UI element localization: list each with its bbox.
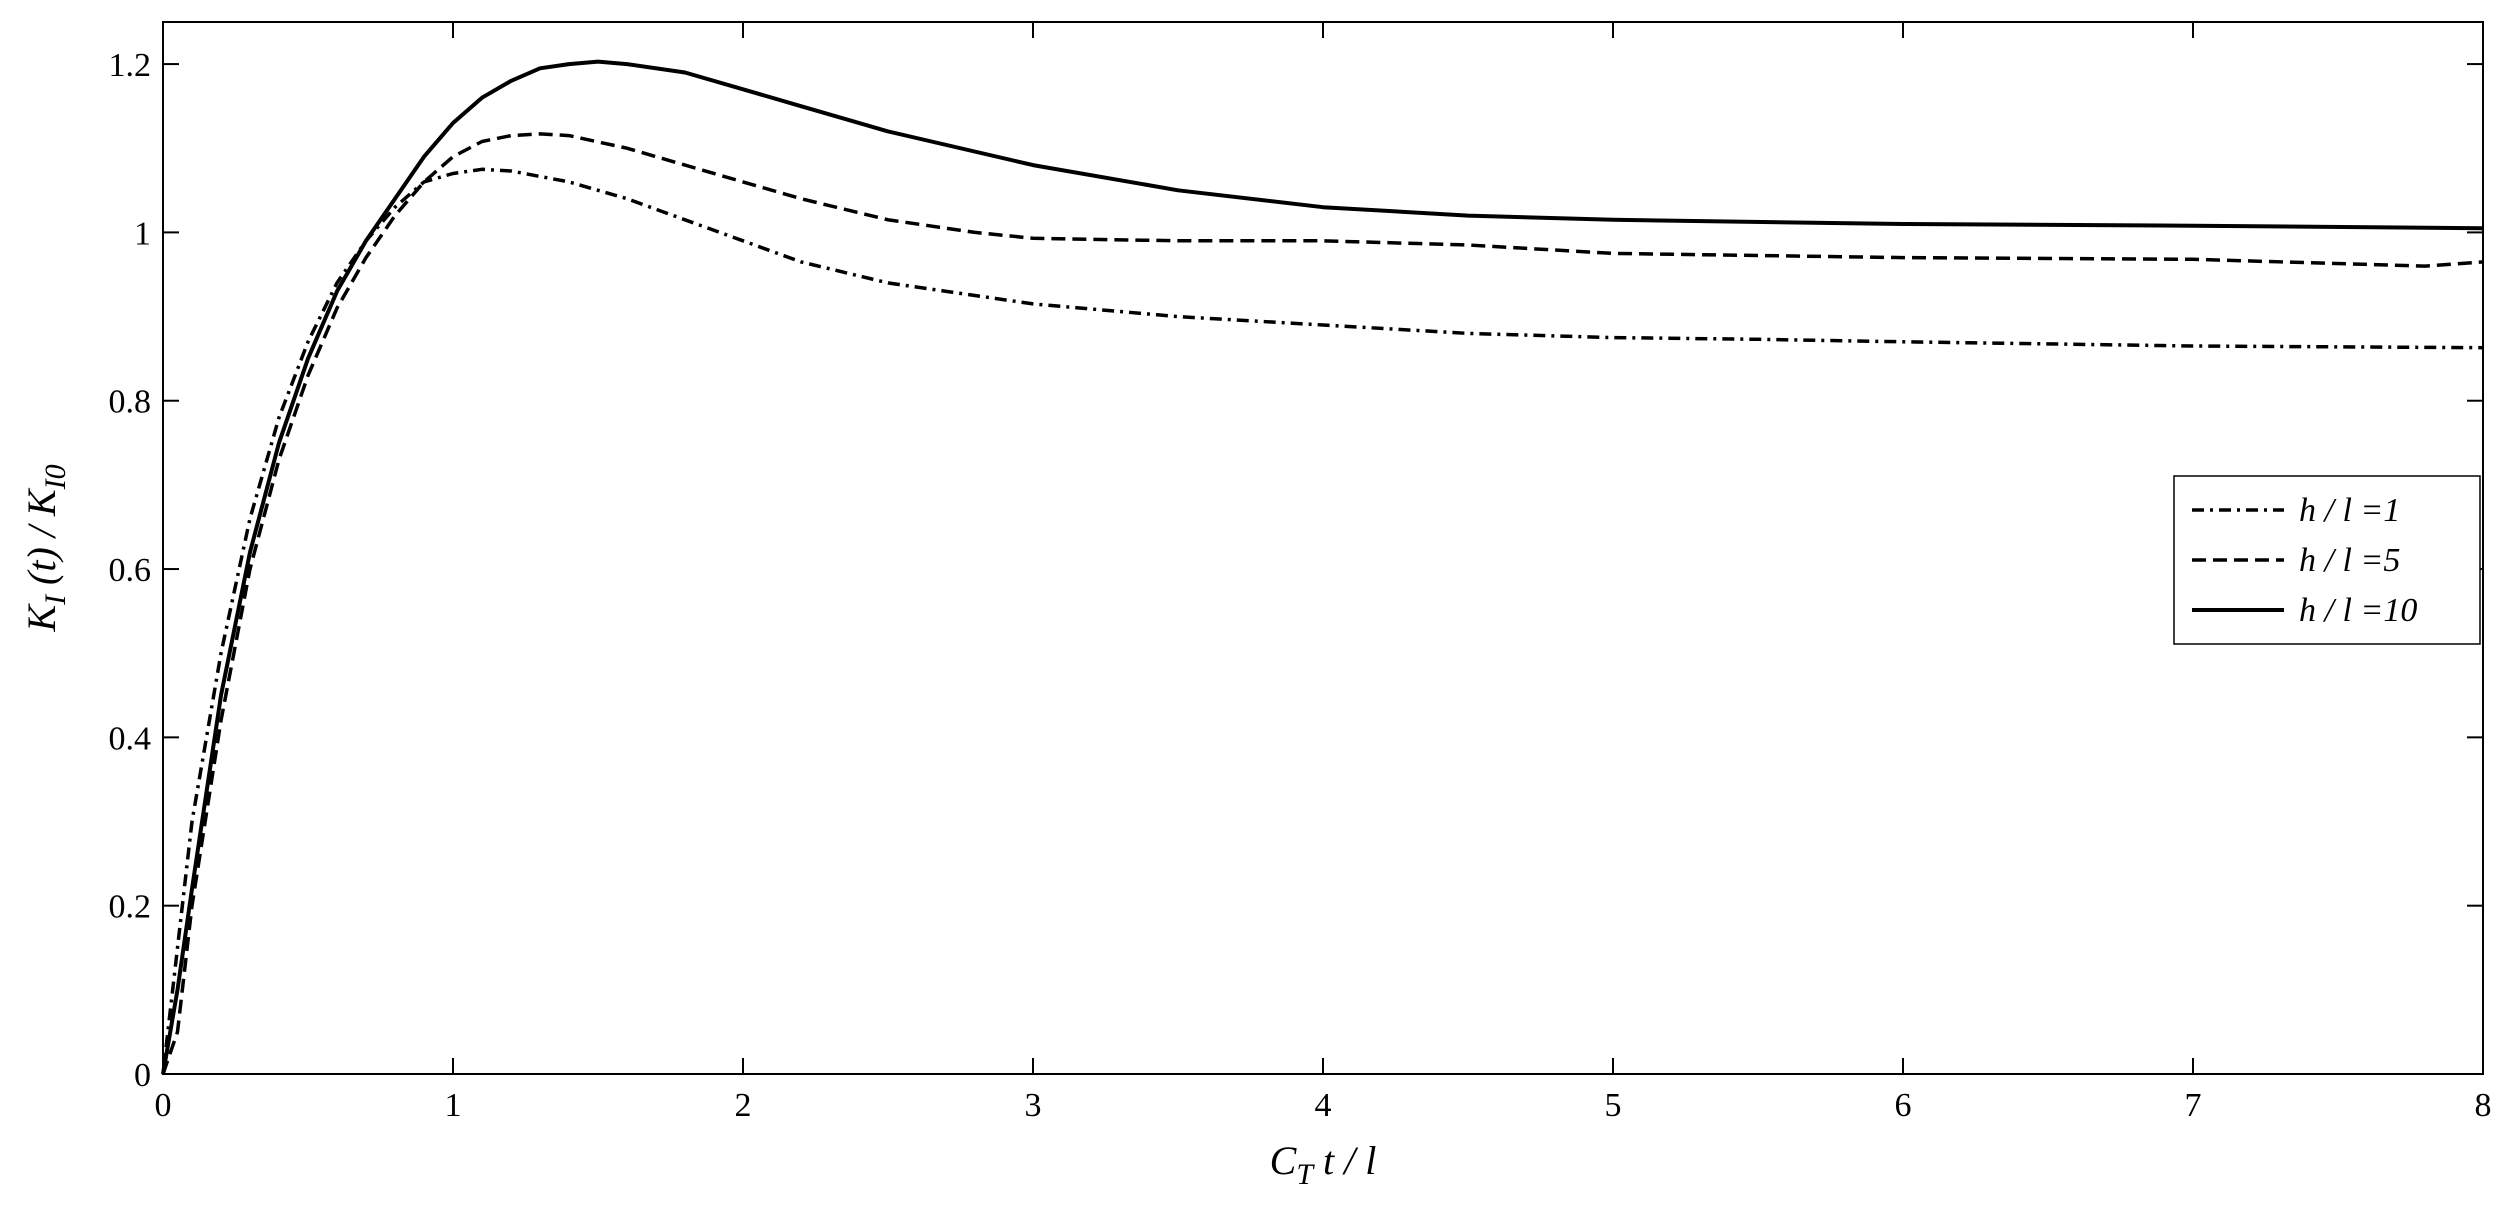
x-tick-label: 8 [2475, 1087, 2492, 1124]
series-layer [161, 59, 2484, 1075]
x-tick-label: 5 [1605, 1087, 1622, 1124]
y-tick-label: 0.6 [109, 552, 152, 589]
legend-label-2: h / l =5 [2299, 542, 2400, 579]
series-line-1 [161, 167, 2484, 1075]
series-line-3 [161, 59, 2484, 1075]
legend-label-1: h / l =1 [2299, 492, 2400, 529]
y-tick-label: 0 [134, 1057, 151, 1094]
y-axis-label: KI (t) / KI0 [19, 464, 72, 632]
x-tick-label: 0 [155, 1087, 172, 1124]
x-tick-label: 3 [1025, 1087, 1042, 1124]
y-axis-label-sub2: I0 [39, 464, 72, 490]
series-line-2 [161, 132, 2484, 1075]
x-tick-label: 2 [735, 1087, 752, 1124]
x-tick-label: 1 [445, 1087, 462, 1124]
x-axis-label-rest: t / l [1313, 1138, 1376, 1183]
y-axis-label-sub: I [39, 593, 72, 606]
legend-label-3: h / l =10 [2299, 592, 2417, 629]
x-tick-label: 7 [2185, 1087, 2202, 1124]
x-axis-label-sub: T [1296, 1158, 1315, 1191]
y-tick-label: 1.2 [109, 47, 152, 84]
y-tick-label: 1 [134, 215, 151, 252]
x-tick-label: 6 [1895, 1087, 1912, 1124]
x-axis-label: CT t / l [1270, 1138, 1377, 1191]
legend-items: h / l =1 h / l =5 h / l =10 [2192, 492, 2417, 629]
x-tick-label: 4 [1315, 1087, 1332, 1124]
y-tick-label: 0.8 [109, 384, 152, 421]
legend: h / l =1 h / l =5 h / l =10 [2173, 475, 2481, 645]
ticks-layer: 0 1 2 3 4 5 6 7 8 0 0.2 0.4 0.6 0.8 1 1.2 [109, 22, 2492, 1124]
y-tick-label: 0.2 [109, 889, 152, 926]
y-tick-label: 0.4 [109, 720, 152, 757]
x-axis-label-main: C [1270, 1138, 1298, 1183]
y-axis-label-mid: (t) / K [19, 487, 64, 595]
y-axis-label-main: K [19, 603, 64, 633]
